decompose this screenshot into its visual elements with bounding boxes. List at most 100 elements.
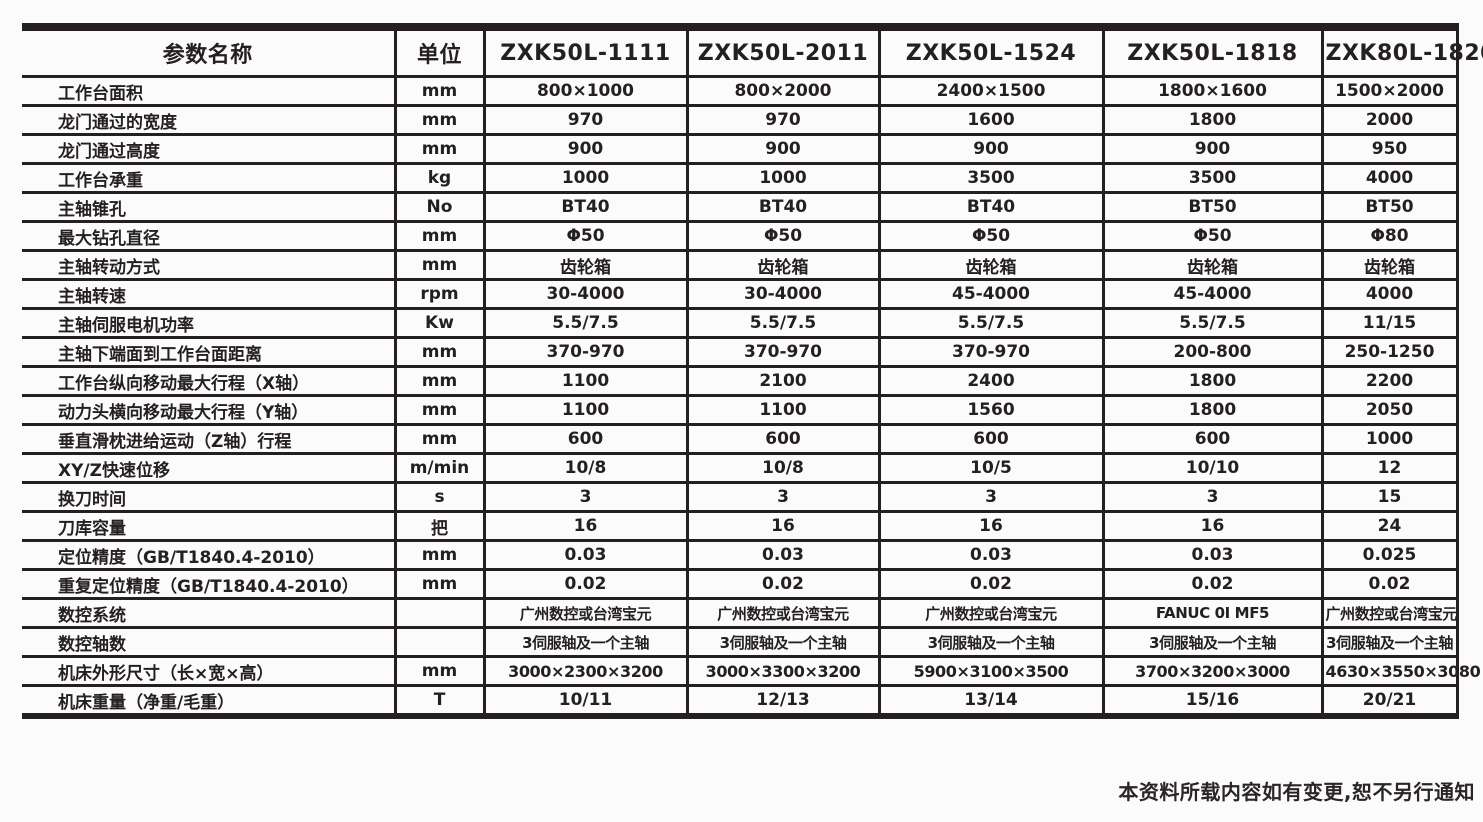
value-cell: 3 [1101,481,1324,513]
value-cell: 3 [877,481,1105,513]
value-cell: 齿轮箱 [482,249,689,281]
value-cell: 0.025 [1320,539,1459,571]
param-name-cell: 定位精度（GB/T1840.4-2010） [22,539,397,571]
table-row: 龙门通过的宽度 mm 970 970 1600 1800 2000 [22,104,1459,136]
unit-cell: s [393,481,486,513]
value-cell: 0.02 [877,568,1105,600]
value-cell: 10/10 [1101,452,1324,484]
value-cell: 3伺服轴及一个主轴 [877,626,1105,658]
value-cell: 1000 [482,162,689,194]
value-cell: 广州数控或台湾宝元 [685,597,881,629]
value-cell: 3伺服轴及一个主轴 [482,626,689,658]
unit-cell [393,597,486,629]
value-cell: 1800 [1101,104,1324,136]
value-cell: 1600 [877,104,1105,136]
value-cell: 370-970 [877,336,1105,368]
value-cell: 1000 [685,162,881,194]
header-row: 参数名称 单位 ZXK50L-1111 ZXK50L-2011 ZXK50L-1524 Z… [22,25,1483,78]
table-row: 定位精度（GB/T1840.4-2010） mm 0.03 0.03 0.03 0.03 0… [22,539,1459,571]
value-cell: 齿轮箱 [877,249,1105,281]
value-cell: 广州数控或台湾宝元 [877,597,1105,629]
value-cell: 600 [1101,423,1324,455]
value-cell: 3伺服轴及一个主轴 [1101,626,1324,658]
value-cell: 10/8 [482,452,689,484]
table-row: 重复定位精度（GB/T1840.4-2010） mm 0.02 0.02 0.02 0.0… [22,568,1459,600]
param-name-cell: XY/Z快速位移 [22,452,397,484]
table-row: 机床重量（净重/毛重） T 10/11 12/13 13/14 15/16 20/21 [22,684,1459,718]
value-cell: 370-970 [482,336,689,368]
value-cell: 16 [1101,510,1324,542]
table-row: 主轴转速 rpm 30-4000 30-4000 45-4000 45-4000 4000 [22,278,1459,310]
value-cell: 30-4000 [482,278,689,310]
value-cell: Φ50 [685,220,881,252]
unit-cell: Kw [393,307,486,339]
value-cell: 0.02 [685,568,881,600]
table-row: 工作台面积 mm 800×1000 800×2000 2400×1500 1800×160… [22,75,1459,107]
unit-cell: mm [393,249,486,281]
table-row: XY/Z快速位移 m/min 10/8 10/8 10/5 10/10 12 [22,452,1459,484]
value-cell: 5.5/7.5 [877,307,1105,339]
table-row: 换刀时间 s 3 3 3 3 15 [22,481,1459,513]
column-header: ZXK80L-1820 [1320,25,1483,78]
value-cell: 4000 [1320,162,1459,194]
unit-cell: rpm [393,278,486,310]
param-name-cell: 主轴下端面到工作台面距离 [22,336,397,368]
value-cell: 5.5/7.5 [685,307,881,339]
value-cell: BT40 [877,191,1105,223]
table-row: 机床外形尺寸（长×宽×高） mm 3000×2300×3200 3000×3300×3… [22,655,1481,687]
value-cell: 2400×1500 [877,75,1105,107]
unit-cell: m/min [393,452,486,484]
value-cell: 2100 [685,365,881,397]
table-row: 工作台纵向移动最大行程（X轴） mm 1100 2100 2400 1800 2200 [22,365,1459,397]
unit-cell: mm [393,133,486,165]
param-name-cell: 工作台承重 [22,162,397,194]
table-row: 数控轴数 3伺服轴及一个主轴 3伺服轴及一个主轴 3伺服轴及一个主轴 3伺服轴及一个主轴… [22,626,1459,658]
value-cell: 600 [482,423,689,455]
value-cell: 900 [685,133,881,165]
value-cell: 4630×3550×3080 [1320,655,1481,687]
value-cell: 13/14 [877,684,1105,718]
value-cell: 12/13 [685,684,881,718]
value-cell: 370-970 [685,336,881,368]
param-name-cell: 数控轴数 [22,626,397,658]
value-cell: Φ50 [1101,220,1324,252]
value-cell: 广州数控或台湾宝元 [1320,597,1459,629]
param-name-cell: 数控系统 [22,597,397,629]
value-cell: 900 [1101,133,1324,165]
value-cell: 12 [1320,452,1459,484]
unit-cell: mm [393,539,486,571]
value-cell: 10/8 [685,452,881,484]
param-name-cell: 龙门通过高度 [22,133,397,165]
table-row: 动力头横向移动最大行程（Y轴） mm 1100 1100 1560 1800 2050 [22,394,1459,426]
value-cell: 齿轮箱 [1101,249,1324,281]
value-cell: 10/5 [877,452,1105,484]
column-header: ZXK50L-2011 [685,25,881,78]
value-cell: 3500 [1101,162,1324,194]
value-cell: 1800 [1101,365,1324,397]
value-cell: 900 [877,133,1105,165]
value-cell: 0.03 [482,539,689,571]
value-cell: 齿轮箱 [1320,249,1459,281]
value-cell: 1560 [877,394,1105,426]
value-cell: 3700×3200×3000 [1101,655,1324,687]
unit-cell: mm [393,365,486,397]
column-header: ZXK50L-1524 [877,25,1105,78]
value-cell: 广州数控或台湾宝元 [482,597,689,629]
column-header: 单位 [393,25,486,78]
param-name-cell: 机床重量（净重/毛重） [22,684,397,718]
value-cell: 800×2000 [685,75,881,107]
unit-cell [393,626,486,658]
table-row: 主轴锥孔 No BT40 BT40 BT40 BT50 BT50 [22,191,1459,223]
value-cell: 0.02 [1101,568,1324,600]
value-cell: 0.02 [482,568,689,600]
param-name-cell: 换刀时间 [22,481,397,513]
value-cell: Φ50 [877,220,1105,252]
column-header: 参数名称 [22,25,397,78]
param-name-cell: 重复定位精度（GB/T1840.4-2010） [22,568,397,600]
unit-cell: mm [393,220,486,252]
value-cell: 5900×3100×3500 [877,655,1105,687]
param-name-cell: 工作台面积 [22,75,397,107]
value-cell: 20/21 [1320,684,1459,718]
unit-cell: mm [393,655,486,687]
